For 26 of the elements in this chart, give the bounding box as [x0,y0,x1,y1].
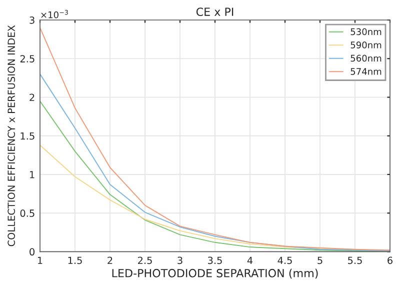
chart-title: CE x PI [196,8,234,16]
x-tick-label: 2 [108,256,112,264]
x-axis-title: LED-PHOTODIODE SEPARATION (mm) [112,268,318,279]
legend-label: 530nm [350,28,382,36]
x-tick-label: 5.5 [348,256,362,264]
x-tick-label: 4 [247,256,253,264]
y-tick-label: 2 [30,94,34,101]
y-tick-label: 1.5 [20,132,34,140]
x-tick-label: 6 [388,256,392,264]
x-tick-label: 5 [318,256,322,264]
x-tick-label: 3 [178,256,182,264]
y-tick-label: 3 [30,16,34,24]
y-tick-label: 2.5 [20,55,34,62]
x-tick-label: 2.5 [138,256,152,264]
y-axis-title: COLLECTION EFFICIENCY x PERFUSION INDEX [8,25,16,246]
legend-label: 574nm [350,68,382,75]
legend-label: 590nm [350,42,382,48]
text: ×10$^{−3}$ [41,10,68,18]
y-tick-label: 0.5 [20,210,34,217]
x-tick-label: 4.5 [278,256,292,264]
y-tick-label: 0 [30,248,34,256]
y-tick-label: 1 [30,171,34,178]
x-tick-label: 1 [38,256,42,264]
x-tick-label: 3.5 [208,256,222,264]
x-tick-label: 1.5 [68,256,82,264]
legend-label: 560nm [350,54,382,62]
